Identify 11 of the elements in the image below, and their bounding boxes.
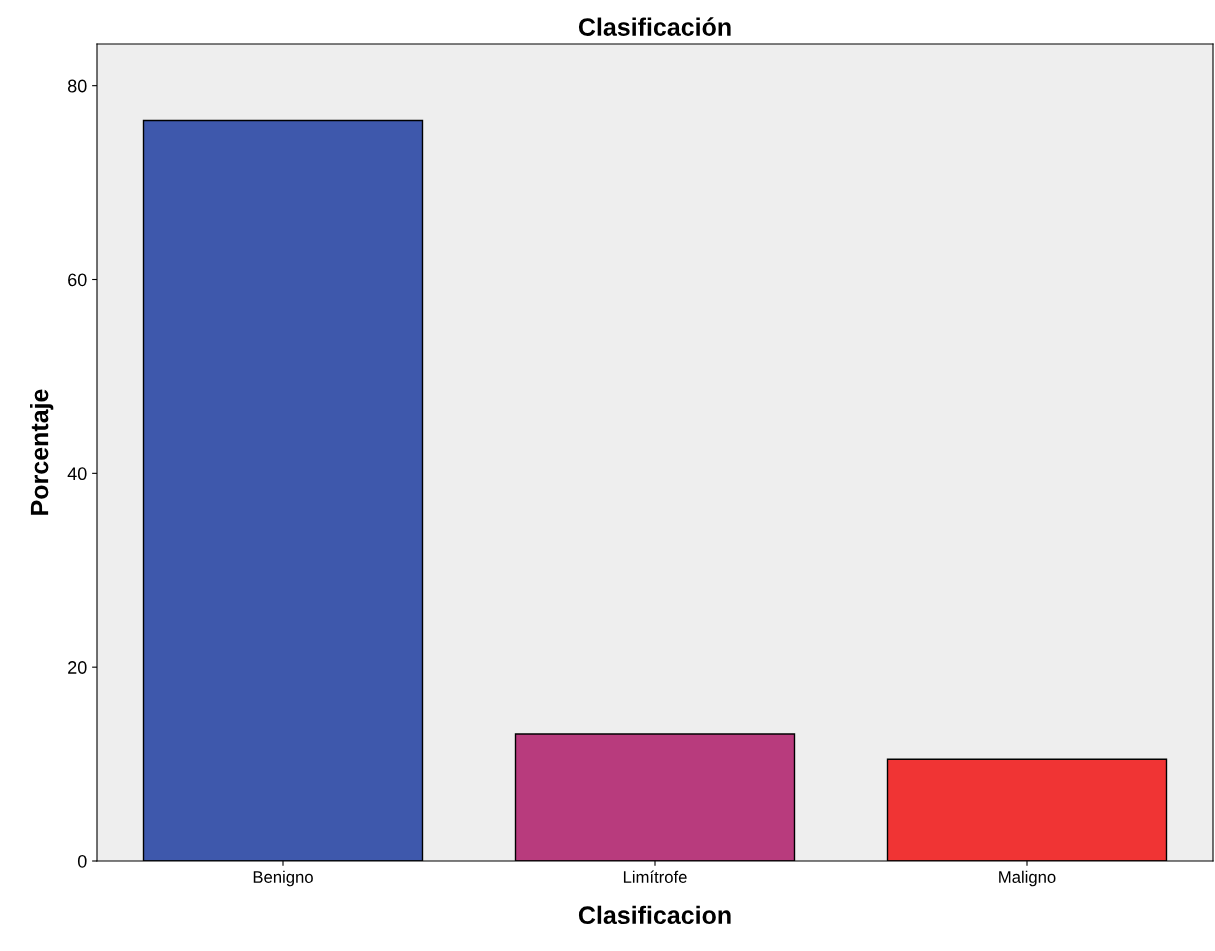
chart-title: Clasificación: [578, 17, 731, 36]
x-tick-label: Limítrofe: [623, 870, 687, 883]
y-tick-label: 20: [68, 661, 87, 674]
x-tick-label: Benigno: [253, 870, 313, 887]
y-tick-label: 60: [68, 273, 87, 287]
y-axis-title: Porcentaje: [30, 389, 54, 515]
y-tick-label: 0: [77, 854, 87, 868]
y-tick-label: 80: [67, 79, 87, 93]
x-axis-title: Clasificacion: [578, 905, 731, 925]
x-tick-label: Maligno: [999, 870, 1056, 887]
y-tick-label: 40: [67, 467, 87, 481]
